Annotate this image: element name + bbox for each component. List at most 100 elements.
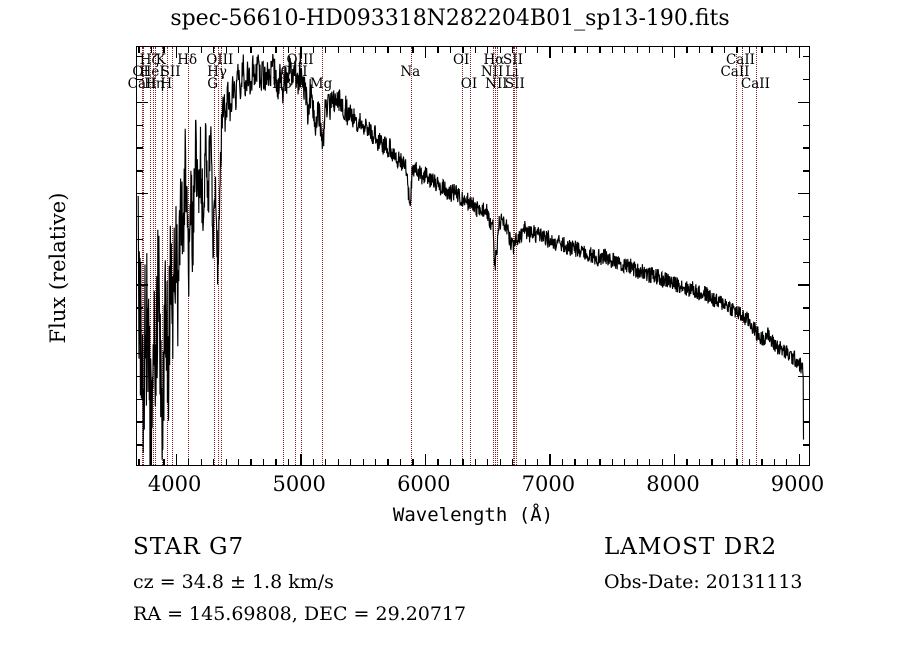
x-axis-tick — [536, 459, 539, 465]
y-axis-tick — [137, 101, 148, 104]
x-axis-tick — [586, 459, 589, 465]
y-axis-tick — [137, 124, 143, 126]
x-axis-tick — [798, 47, 800, 58]
x-axis-tick — [375, 47, 377, 53]
y-axis-tick — [803, 352, 809, 355]
spectral-line-label: G — [207, 76, 218, 92]
x-axis-tick — [262, 459, 265, 465]
y-axis-tick — [803, 421, 809, 423]
x-axis-tick — [599, 459, 601, 465]
x-axis-tick — [574, 47, 576, 53]
y-axis-tick — [803, 170, 809, 172]
flux-curve — [137, 53, 805, 465]
x-axis-tick — [325, 459, 327, 465]
spectral-line-label: Hζ — [139, 52, 159, 68]
x-axis-tick — [761, 47, 763, 53]
y-axis-tick — [803, 124, 809, 126]
page-title: spec-56610-HD093318N282204B01_sp13-190.f… — [170, 6, 730, 31]
star-type-label: STAR G7 — [133, 534, 245, 560]
y-axis-tick — [137, 79, 143, 81]
x-axis-tick — [574, 459, 576, 465]
x-axis-tick — [674, 47, 676, 58]
spectral-line-label: Hα — [483, 52, 505, 68]
x-tick-label: 5000 — [272, 472, 326, 496]
y-axis-tick — [137, 375, 148, 378]
x-axis-tick — [524, 459, 526, 465]
redshift-label: cz = 34.8 ± 1.8 km/s — [133, 571, 334, 593]
spectral-line-label: K — [155, 52, 166, 68]
plot-frame — [136, 46, 810, 466]
spectral-line-marker — [756, 47, 758, 465]
spectral-line-label: Li — [505, 64, 519, 80]
y-axis-tick — [137, 307, 143, 309]
x-axis-tick — [213, 47, 215, 53]
x-axis-tick — [412, 459, 414, 465]
y-axis-tick — [803, 261, 809, 263]
x-axis-tick — [736, 47, 738, 53]
x-axis-tick — [561, 47, 564, 53]
x-axis-tick — [412, 47, 414, 53]
y-axis-tick — [798, 193, 809, 195]
y-axis-tick — [798, 101, 809, 104]
y-axis-tick — [803, 238, 809, 241]
spectral-line-marker — [150, 47, 152, 465]
spectral-line-label: Hγ — [207, 64, 227, 80]
spectral-line-marker — [141, 47, 143, 465]
y-axis-tick — [137, 238, 143, 241]
spectral-line-label: Na — [400, 64, 421, 80]
x-axis-tick — [462, 459, 464, 465]
x-axis-tick — [287, 459, 290, 465]
spectral-line-label: Hη — [144, 76, 165, 92]
x-axis-title: Wavelength (Å) — [392, 504, 554, 526]
x-axis-tick — [711, 47, 713, 53]
x-axis-tick — [761, 459, 763, 465]
x-axis-tick — [362, 459, 364, 465]
x-axis-tick — [250, 47, 252, 53]
y-axis-tick — [798, 284, 809, 286]
spectral-line-label: Hβ — [272, 76, 292, 92]
spectral-line-label: OIII — [206, 52, 234, 68]
x-axis-tick — [424, 47, 427, 58]
spectral-line-label: OIII — [286, 52, 314, 68]
spectral-line-marker — [736, 47, 737, 465]
x-axis-tick — [474, 47, 476, 53]
spectral-line-label: NII — [480, 64, 504, 80]
spectral-line-marker — [512, 47, 514, 465]
x-axis-tick — [200, 459, 202, 465]
y-axis-tick — [137, 352, 143, 355]
spectral-line-label: NII — [485, 76, 508, 92]
x-axis-tick — [611, 47, 614, 53]
x-axis-tick — [163, 459, 165, 465]
x-tick-label: 6000 — [397, 472, 451, 496]
x-axis-tick — [599, 47, 601, 53]
x-axis-tick — [350, 459, 352, 465]
y-axis-tick — [137, 215, 143, 218]
plot-area — [137, 47, 809, 465]
spectral-line-marker — [741, 47, 743, 465]
y-axis-tick — [137, 261, 143, 263]
y-axis-tick — [803, 398, 809, 400]
x-axis-tick — [399, 47, 402, 53]
spectral-line-marker — [515, 47, 517, 465]
x-axis-tick — [387, 459, 389, 465]
x-axis-tick — [163, 47, 165, 53]
x-axis-tick — [399, 459, 402, 465]
spectral-line-label: SII — [503, 52, 523, 68]
x-axis-tick — [711, 459, 713, 465]
x-axis-tick — [649, 459, 651, 465]
spectral-line-label: OIII — [280, 64, 308, 80]
x-axis-tick — [312, 47, 315, 53]
x-axis-tick — [362, 47, 364, 53]
x-axis-tick — [786, 47, 788, 53]
x-axis-tick — [424, 454, 427, 465]
y-axis-tick — [803, 56, 809, 58]
spectral-line-label: SII — [504, 76, 525, 92]
y-axis-tick — [137, 56, 143, 58]
x-tick-label: 7000 — [521, 472, 576, 496]
x-axis-tick — [487, 47, 489, 53]
x-axis-tick — [674, 454, 676, 465]
x-axis-tick — [213, 459, 215, 465]
y-axis-tick — [803, 147, 809, 149]
x-axis-tick — [536, 47, 539, 53]
